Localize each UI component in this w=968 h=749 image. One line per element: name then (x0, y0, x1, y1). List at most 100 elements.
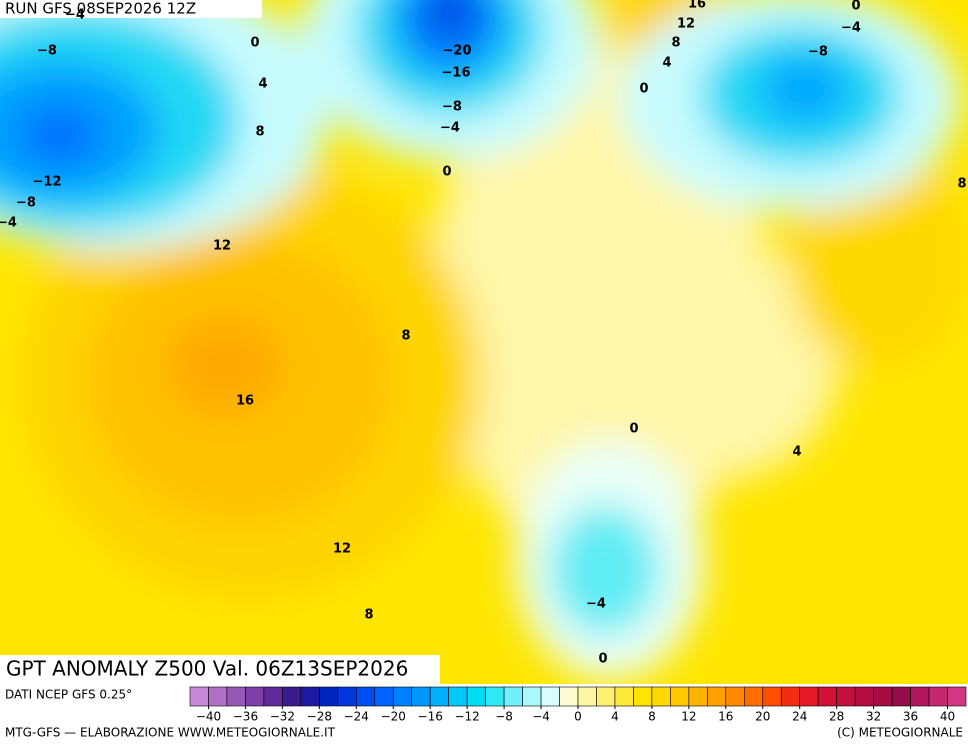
colorbar-swatch (448, 686, 468, 707)
footer-left: MTG-GFS — ELABORAZIONE WWW.METEOGIORNALE… (5, 726, 336, 740)
contour-label: 8 (255, 125, 264, 140)
colorbar-label: −16 (418, 710, 443, 724)
colorbar-swatch (226, 686, 246, 707)
contour-label: −8 (37, 44, 57, 59)
source-label: DATI NCEP GFS 0.25° (5, 688, 132, 702)
colorbar-swatch (873, 686, 893, 707)
contour-label: 0 (598, 652, 607, 667)
contour-label: 8 (401, 329, 410, 344)
colorbar-swatch (208, 686, 228, 707)
colorbar-swatch (817, 686, 837, 707)
colorbar-label: −32 (270, 710, 295, 724)
contour-label: −12 (33, 175, 62, 190)
contour-label: 8 (364, 608, 373, 623)
colorbar-swatch (374, 686, 394, 707)
colorbar-swatch (577, 686, 597, 707)
colorbar-swatch (725, 686, 745, 707)
colorbar-swatch (743, 686, 764, 707)
contour-label: 12 (333, 542, 351, 557)
colorbar-swatch (282, 686, 302, 707)
contour-label: 16 (688, 0, 706, 12)
colorbar-swatch (651, 686, 671, 707)
colorbar-label: 24 (792, 710, 807, 724)
colorbar-swatch (854, 686, 874, 707)
colorbar-label: 20 (755, 710, 770, 724)
contour-label: −8 (16, 196, 36, 211)
colorbar-label: −28 (307, 710, 332, 724)
contour-label: 4 (258, 77, 267, 92)
colorbar-label: 32 (866, 710, 881, 724)
colorbar-swatch (522, 686, 542, 707)
colorbar-swatch (300, 686, 320, 707)
title-box (0, 655, 440, 684)
colorbar-swatch (263, 686, 283, 707)
colorbar-swatch (836, 686, 856, 707)
colorbar-swatch (559, 686, 579, 707)
colorbar-swatch (891, 686, 911, 707)
contour-label: 0 (629, 422, 638, 437)
colorbar-label: −8 (495, 710, 513, 724)
colorbar-label: −20 (381, 710, 406, 724)
contour-label: −8 (808, 45, 828, 60)
contour-label: 8 (671, 36, 680, 51)
colorbar-swatch (429, 686, 449, 707)
colorbar-label: −40 (196, 710, 221, 724)
contour-label: 16 (236, 394, 254, 409)
run-label: RUN GFS 08SEP2026 12Z (5, 0, 196, 18)
colorbar-label: −4 (532, 710, 550, 724)
contour-label: 0 (851, 0, 860, 14)
colorbar-label: 8 (648, 710, 656, 724)
colorbar-label: −24 (344, 710, 369, 724)
colorbar-label: 16 (718, 710, 733, 724)
colorbar-swatch (245, 686, 265, 707)
colorbar-label: −36 (233, 710, 258, 724)
colorbar-swatch (688, 686, 708, 707)
contour-label: −4 (440, 121, 460, 136)
header-box (0, 0, 262, 18)
contour-label: −4 (65, 8, 85, 23)
contour-label: 0 (442, 165, 451, 180)
map-title: GPT ANOMALY Z500 Val. 06Z13SEP2026 (6, 657, 408, 681)
colorbar-swatch (411, 686, 431, 707)
contour-label: 4 (662, 56, 671, 71)
colorbar-swatch (355, 686, 376, 707)
colorbar-swatch (910, 686, 930, 707)
colorbar-label: −12 (454, 710, 479, 724)
contour-label: 12 (213, 239, 231, 254)
colorbar-swatch (762, 686, 782, 707)
colorbar-swatch (596, 686, 616, 707)
colorbar-label: 12 (681, 710, 696, 724)
colorbar-label: 40 (940, 710, 955, 724)
contour-label: −20 (443, 44, 472, 59)
colorbar-swatch (670, 686, 690, 707)
colorbar-swatch (947, 686, 967, 707)
colorbar-swatch (780, 686, 801, 707)
contour-label: −4 (841, 21, 861, 36)
colorbar-label: 4 (611, 710, 619, 724)
contour-label: −16 (442, 66, 471, 81)
colorbar-swatch (614, 686, 634, 707)
contour-label: −4 (0, 216, 17, 231)
colorbar-swatch (540, 686, 560, 707)
contour-label: 4 (792, 445, 801, 460)
colorbar-label: 0 (574, 710, 582, 724)
colorbar-swatch (633, 686, 653, 707)
colorbar-swatch (189, 686, 209, 707)
colorbar-label: 36 (903, 710, 918, 724)
colorbar-swatch (466, 686, 486, 707)
footer-right: (C) METEOGIORNALE (837, 726, 963, 740)
colorbar-swatch (319, 686, 339, 707)
colorbar-swatch (707, 686, 727, 707)
colorbar-label: 28 (829, 710, 844, 724)
colorbar-swatch (799, 686, 819, 707)
contour-label: −4 (586, 597, 606, 612)
colorbar-swatch (337, 686, 357, 707)
contour-label: 12 (677, 17, 695, 32)
colorbar-swatch (392, 686, 413, 707)
contour-label: 0 (639, 82, 648, 97)
contour-label: 8 (957, 177, 966, 192)
colorbar-swatch (485, 686, 505, 707)
colorbar-swatch (503, 686, 523, 707)
contour-label: −8 (442, 100, 462, 115)
